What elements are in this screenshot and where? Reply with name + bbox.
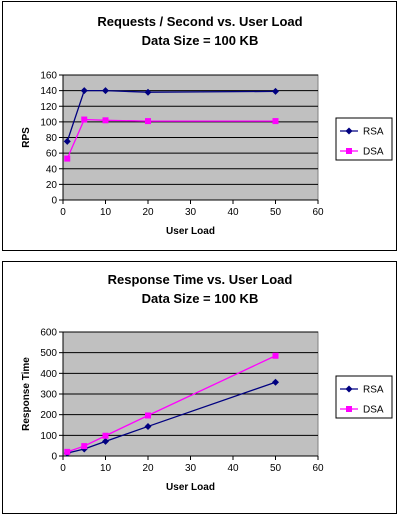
- y-tick-label: 500: [40, 348, 57, 359]
- data-point-dsa: [81, 116, 88, 123]
- y-tick-label: 140: [40, 86, 57, 97]
- x-tick-label: 0: [60, 463, 66, 474]
- data-point-dsa: [64, 155, 71, 162]
- y-tick-label: 60: [46, 149, 58, 160]
- x-tick-label: 50: [270, 463, 282, 474]
- chart-subtitle: Data Size = 100 KB: [142, 291, 259, 306]
- data-point-dsa: [145, 412, 151, 419]
- y-tick-label: 200: [40, 410, 57, 421]
- data-point-rsa: [272, 378, 279, 386]
- legend: [335, 117, 393, 161]
- response-time-chart-panel: Response Time vs. User Load Data Size = …: [2, 261, 397, 514]
- chart-title: Requests / Second vs. User Load: [97, 14, 302, 29]
- legend-marker-rsa: [345, 127, 353, 135]
- response-time-chart: Response Time vs. User Load Data Size = …: [21, 272, 393, 493]
- y-tick-label: 40: [46, 164, 58, 175]
- data-point-dsa: [272, 118, 279, 125]
- x-axis-label: User Load: [166, 226, 215, 237]
- x-tick-label: 40: [227, 463, 239, 474]
- y-axis-label: RPS: [21, 127, 32, 148]
- legend-marker-dsa: [346, 406, 352, 412]
- y-tick-label: 0: [51, 452, 57, 463]
- y-tick-label: 20: [46, 180, 58, 191]
- data-point-dsa: [81, 443, 88, 450]
- y-tick-label: 600: [40, 328, 57, 339]
- y-tick-label: 120: [40, 102, 57, 113]
- legend-label-rsa: RSA: [363, 127, 384, 138]
- data-point-rsa: [144, 88, 152, 96]
- chart-subtitle: Data Size = 100 KB: [142, 33, 259, 48]
- data-point-dsa: [64, 448, 71, 455]
- data-point-dsa: [102, 117, 109, 124]
- x-tick-label: 40: [227, 207, 239, 218]
- y-tick-label: 160: [40, 71, 57, 82]
- x-tick-label: 20: [142, 207, 154, 218]
- x-tick-label: 20: [142, 463, 154, 474]
- data-point-rsa: [144, 422, 152, 430]
- data-point-dsa: [272, 352, 279, 359]
- y-tick-label: 0: [51, 196, 57, 207]
- legend-label-dsa: DSA: [363, 405, 384, 416]
- data-point-rsa: [80, 87, 88, 95]
- data-point-dsa: [102, 432, 109, 439]
- x-tick-label: 60: [312, 207, 324, 218]
- legend-marker-rsa: [345, 385, 353, 393]
- data-point-rsa: [102, 87, 109, 95]
- data-point-dsa: [145, 118, 151, 125]
- x-axis-label: User Load: [166, 482, 215, 493]
- y-tick-label: 100: [40, 117, 57, 128]
- legend: [335, 375, 393, 419]
- legend-label-dsa: DSA: [363, 147, 384, 158]
- data-point-rsa: [102, 437, 109, 445]
- x-tick-label: 50: [270, 207, 282, 218]
- y-axis-label: Response Time: [21, 357, 32, 431]
- legend-label-rsa: RSA: [363, 385, 384, 396]
- y-tick-label: 300: [40, 390, 57, 401]
- x-tick-label: 60: [312, 463, 324, 474]
- x-tick-label: 0: [60, 207, 66, 218]
- y-tick-label: 400: [40, 369, 57, 380]
- rps-chart: Requests / Second vs. User Load Data Siz…: [21, 14, 393, 237]
- x-tick-label: 10: [100, 207, 112, 218]
- y-tick-label: 100: [40, 431, 57, 442]
- x-tick-label: 10: [100, 463, 112, 474]
- rps-chart-panel: Requests / Second vs. User Load Data Siz…: [2, 1, 397, 251]
- y-tick-label: 80: [46, 133, 58, 144]
- data-point-rsa: [272, 87, 279, 95]
- x-tick-label: 30: [185, 207, 197, 218]
- data-point-rsa: [63, 137, 71, 145]
- x-tick-label: 30: [185, 463, 197, 474]
- chart-title: Response Time vs. User Load: [108, 272, 293, 287]
- legend-marker-dsa: [346, 148, 352, 154]
